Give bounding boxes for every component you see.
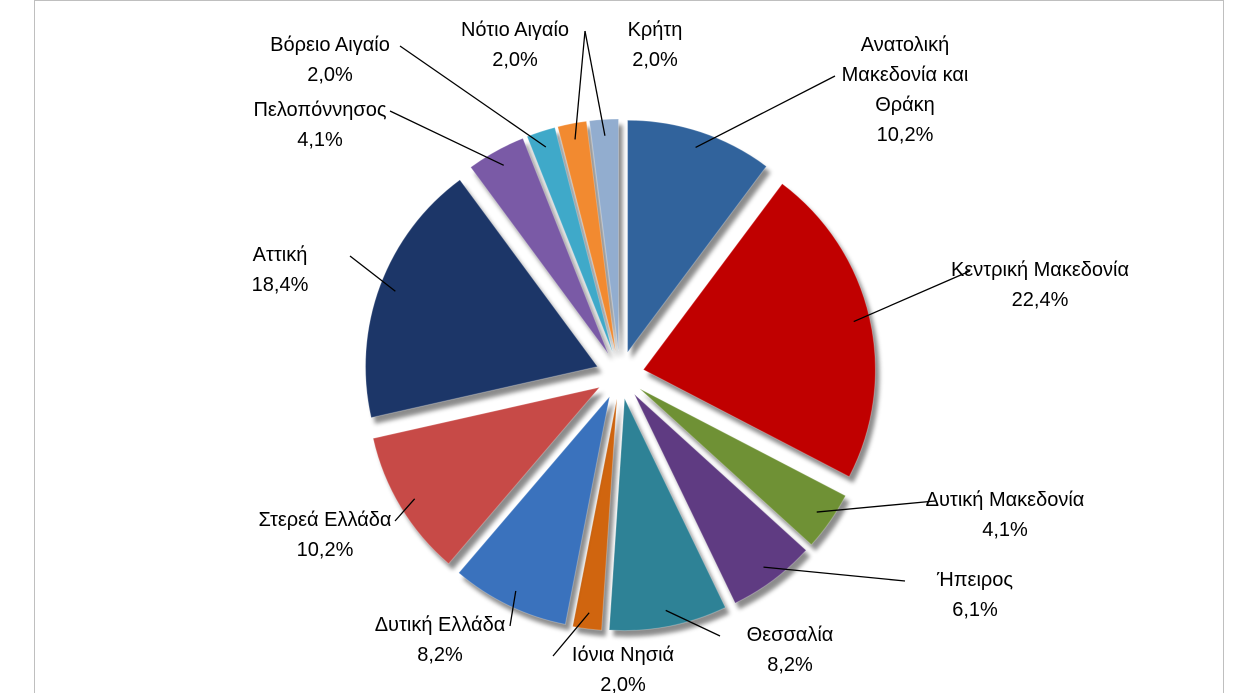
category-label: Κρήτη bbox=[627, 19, 683, 41]
slice-label: Βόρειο Αιγαίο 2,0% bbox=[270, 30, 390, 90]
category-label: Νότιο Αιγαίο bbox=[460, 19, 570, 41]
leader-line bbox=[349, 255, 396, 292]
slice bbox=[639, 388, 847, 546]
slice-label: Ανατολική Μακεδονία και Θράκη 10,2% bbox=[820, 30, 990, 150]
leader-line bbox=[853, 270, 971, 323]
category-label: Δυτική Ελλάδα bbox=[374, 614, 506, 636]
leader-line bbox=[816, 500, 936, 513]
slice bbox=[557, 120, 616, 352]
category-label: Κεντρική Μακεδονία bbox=[950, 259, 1130, 281]
value-label: 10,2% bbox=[876, 124, 934, 146]
slice-label: Δυτική Ελλάδα 8,2% bbox=[375, 610, 506, 670]
category-label: Ανατολική Μακεδονία και Θράκη bbox=[841, 34, 969, 116]
category-label: Θεσσαλία bbox=[746, 624, 834, 646]
slice bbox=[642, 183, 876, 478]
leader-line bbox=[574, 30, 586, 140]
category-label: Ήπειρος bbox=[936, 569, 1014, 591]
leader-line bbox=[399, 45, 547, 148]
category-label: Ιόνια Νησιά bbox=[571, 644, 675, 666]
value-label: 2,0% bbox=[492, 49, 538, 71]
slice-label: Αττική 18,4% bbox=[252, 240, 309, 300]
value-label: 6,1% bbox=[952, 599, 998, 621]
category-label: Στερεά Ελλάδα bbox=[258, 509, 392, 531]
slice-label: Δυτική Μακεδονία 4,1% bbox=[926, 485, 1085, 545]
value-label: 4,1% bbox=[297, 129, 343, 151]
slice bbox=[526, 126, 614, 353]
slice bbox=[633, 393, 807, 604]
slice-label: Θεσσαλία 8,2% bbox=[747, 620, 834, 680]
slice bbox=[372, 386, 601, 565]
slice bbox=[365, 179, 599, 419]
slice-label: Κρήτη 2,0% bbox=[628, 15, 683, 75]
slice-label: Νότιο Αιγαίο 2,0% bbox=[461, 15, 569, 75]
category-label: Δυτική Μακεδονία bbox=[925, 489, 1085, 511]
slice-label: Ήπειρος 6,1% bbox=[937, 565, 1013, 625]
leader-line bbox=[389, 110, 505, 166]
slice bbox=[572, 398, 618, 631]
value-label: 2,0% bbox=[307, 64, 353, 86]
leader-line bbox=[695, 75, 836, 149]
value-label: 2,0% bbox=[632, 49, 678, 71]
slice bbox=[627, 119, 768, 354]
value-label: 22,4% bbox=[1011, 289, 1069, 311]
category-label: Βόρειο Αιγαίο bbox=[270, 34, 390, 56]
slice bbox=[588, 118, 619, 352]
leader-line bbox=[509, 590, 517, 627]
leader-line bbox=[394, 498, 416, 522]
leader-line bbox=[665, 609, 721, 637]
category-label: Αττική bbox=[252, 244, 308, 266]
slice-label: Πελοπόννησος 4,1% bbox=[253, 95, 386, 155]
leader-line bbox=[552, 612, 590, 657]
category-label: Πελοπόννησος bbox=[253, 99, 387, 121]
value-label: 2,0% bbox=[600, 674, 646, 693]
slice-label: Ιόνια Νησιά 2,0% bbox=[572, 640, 674, 693]
chart-border bbox=[34, 0, 1224, 693]
slice bbox=[458, 394, 611, 625]
value-label: 8,2% bbox=[417, 644, 463, 666]
leader-line bbox=[584, 30, 606, 136]
slice bbox=[608, 396, 727, 632]
leader-line bbox=[763, 566, 906, 582]
value-label: 8,2% bbox=[767, 654, 813, 676]
slice-label: Κεντρική Μακεδονία 22,4% bbox=[951, 255, 1129, 315]
value-label: 4,1% bbox=[982, 519, 1028, 541]
value-label: 10,2% bbox=[296, 539, 354, 561]
slice bbox=[470, 137, 609, 355]
value-label: 18,4% bbox=[251, 274, 309, 296]
slice-label: Στερεά Ελλάδα 10,2% bbox=[259, 505, 392, 565]
